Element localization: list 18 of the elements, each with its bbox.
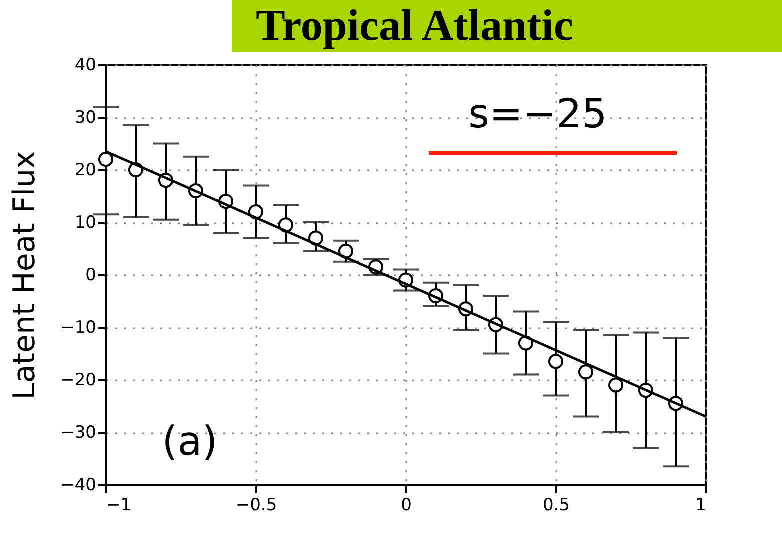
annotation: (a) — [162, 419, 218, 465]
y-tick-label: 10 — [74, 213, 96, 233]
y-tick-label: 0 — [86, 266, 96, 286]
x-tick-label: 0 — [401, 496, 412, 516]
annotation: s=−25 — [468, 91, 608, 138]
y-tick-label: 30 — [74, 108, 96, 128]
y-tick-label: −40 — [60, 476, 96, 496]
x-tick-label: 0.5 — [542, 496, 570, 516]
y-axis-title: Latent Heat Flux — [8, 151, 43, 400]
x-tick-label: −0.5 — [236, 496, 278, 516]
chart-title: Tropical Atlantic — [232, 0, 782, 52]
y-tick-label: −30 — [60, 423, 96, 443]
x-tick-label: 1 — [696, 496, 706, 516]
x-tick-label: −1 — [106, 496, 132, 516]
y-tick-label: −20 — [60, 370, 96, 390]
y-tick-label: 20 — [74, 160, 96, 180]
y-tick-label: −10 — [60, 318, 96, 338]
y-tick-label: 40 — [74, 56, 96, 76]
